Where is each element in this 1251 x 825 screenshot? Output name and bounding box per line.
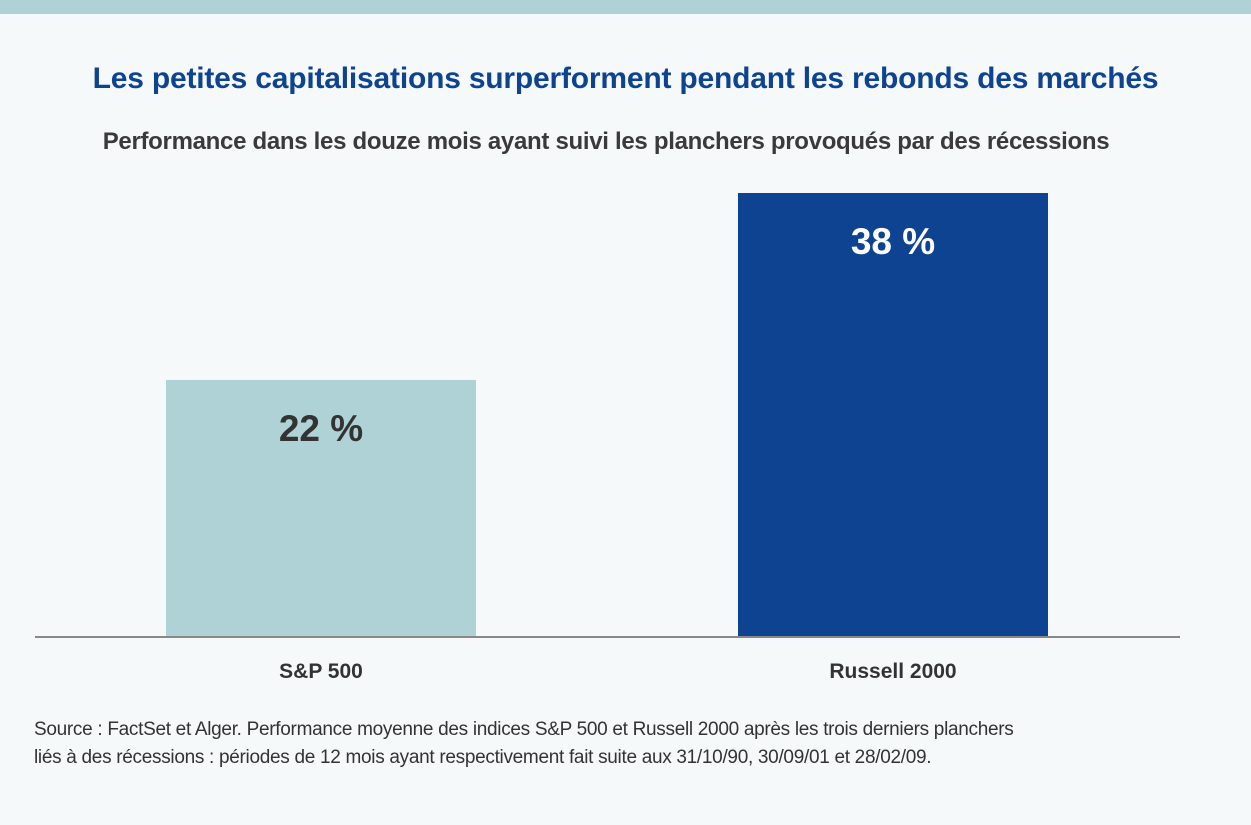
bar-0 xyxy=(166,379,476,637)
category-label-1: Russell 2000 xyxy=(829,660,956,683)
source-note: Source : FactSet et Alger. Performance m… xyxy=(34,716,1214,772)
category-label-0: S&P 500 xyxy=(279,660,363,683)
top-accent-strip xyxy=(0,0,1251,14)
source-line-2: liés à des récessions : périodes de 12 m… xyxy=(34,747,932,768)
bar-value-label-1: 38 % xyxy=(851,221,935,262)
chart-title: Les petites capitalisations surperformen… xyxy=(92,62,1159,95)
bar-chart: 22 % S&P 500 38 % Russell 2000 xyxy=(35,193,1180,683)
bar-1 xyxy=(738,193,1048,637)
source-line-1: Source : FactSet et Alger. Performance m… xyxy=(34,719,1014,740)
bar-value-label-0: 22 % xyxy=(279,408,363,449)
chart-subtitle: Performance dans les douze mois ayant su… xyxy=(102,128,1110,155)
